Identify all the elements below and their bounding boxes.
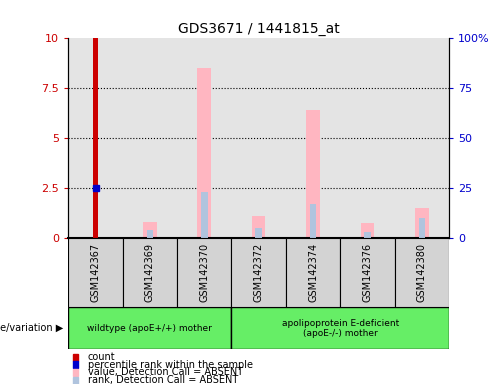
Bar: [255, 228, 262, 238]
Text: percentile rank within the sample: percentile rank within the sample: [88, 360, 253, 370]
Text: wildtype (apoE+/+) mother: wildtype (apoE+/+) mother: [87, 324, 212, 333]
Bar: [252, 216, 265, 238]
Bar: [93, 38, 98, 238]
Bar: [340, 238, 395, 307]
Text: genotype/variation ▶: genotype/variation ▶: [0, 323, 63, 333]
Bar: [286, 238, 340, 307]
Bar: [340, 38, 395, 238]
Text: apolipoprotein E-deficient
(apoE-/-) mother: apolipoprotein E-deficient (apoE-/-) mot…: [282, 319, 399, 338]
Text: GSM142372: GSM142372: [254, 243, 264, 302]
Bar: [231, 38, 286, 238]
Bar: [231, 238, 286, 307]
Text: GSM142376: GSM142376: [363, 243, 372, 302]
Bar: [310, 204, 316, 238]
Bar: [286, 38, 340, 238]
Bar: [306, 110, 320, 238]
Text: value, Detection Call = ABSENT: value, Detection Call = ABSENT: [88, 367, 243, 377]
Text: GSM142374: GSM142374: [308, 243, 318, 302]
Text: GSM142367: GSM142367: [90, 243, 101, 302]
Bar: [122, 38, 177, 238]
Bar: [395, 238, 449, 307]
Bar: [146, 230, 153, 238]
Text: count: count: [88, 352, 116, 362]
Bar: [419, 218, 425, 238]
Bar: [68, 307, 231, 349]
Text: GSM142370: GSM142370: [199, 243, 209, 302]
Text: rank, Detection Call = ABSENT: rank, Detection Call = ABSENT: [88, 375, 238, 384]
Bar: [177, 38, 231, 238]
Bar: [415, 208, 428, 238]
Bar: [177, 238, 231, 307]
Bar: [68, 238, 122, 307]
Text: GSM142369: GSM142369: [145, 243, 155, 302]
Bar: [122, 238, 177, 307]
Bar: [198, 68, 211, 238]
Bar: [68, 38, 122, 238]
Title: GDS3671 / 1441815_at: GDS3671 / 1441815_at: [178, 22, 340, 36]
Bar: [395, 38, 449, 238]
Bar: [143, 222, 157, 238]
Bar: [364, 232, 371, 238]
Bar: [231, 307, 449, 349]
Bar: [361, 223, 374, 238]
Bar: [201, 192, 207, 238]
Text: GSM142380: GSM142380: [417, 243, 427, 302]
